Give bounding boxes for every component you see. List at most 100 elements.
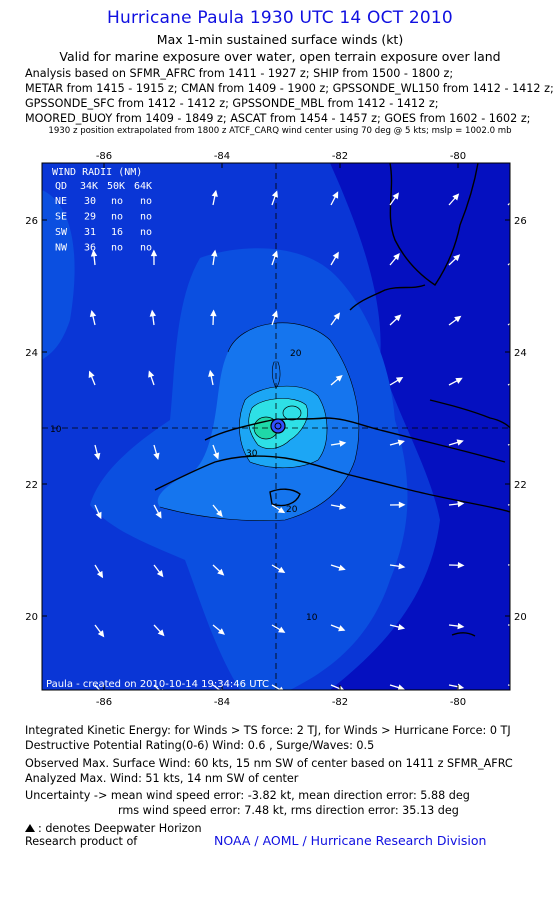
- wind-arrow-head-61: [161, 688, 164, 690]
- wind-radii-se-2: no: [111, 212, 123, 223]
- noaa-aoml-hrd-link: NOAA / AOML / Hurricane Research Divisio…: [214, 833, 487, 848]
- wind-field-map: 20 30 20 10 10 -86 -84 -82 -80 -86 -84 -…: [25, 151, 526, 708]
- wind-arrow-head-53: [157, 629, 165, 637]
- wind-arrow-head-33: [397, 439, 405, 446]
- wind-arrow-62: [212, 684, 221, 690]
- lon-tick-bottom-84: -84: [214, 697, 230, 708]
- wind-arrow-head-36: [95, 511, 102, 520]
- wind-arrow-head-10: [332, 251, 339, 259]
- axis-labels: -86 -84 -82 -80 -86 -84 -82 -80 26 24 22…: [25, 151, 526, 708]
- wind-radii-nw-1: 36: [84, 243, 96, 254]
- wind-arrow-head-50: [457, 562, 465, 569]
- lat-tick-right-24: 24: [514, 348, 527, 359]
- contour-label-30: 30: [246, 449, 258, 459]
- wind-arrow-head-25: [335, 374, 343, 382]
- wind-arrow-head-3: [392, 192, 399, 200]
- wind-radii-sw-1: 31: [84, 227, 96, 238]
- wind-arrow-head-60: [102, 689, 104, 690]
- wind-arrow-head-43: [517, 501, 522, 505]
- wind-radii-sw-2: 16: [111, 227, 123, 238]
- analysis-source-line-2: METAR from 1415 - 1915 z; CMAN from 1409…: [25, 82, 554, 95]
- cuba-north-coast: [204, 417, 506, 463]
- wind-arrow-head-40: [339, 503, 347, 510]
- calm-wind-region: [330, 163, 510, 690]
- wind-arrow-head-2: [332, 191, 339, 199]
- wind-arrow-head-13: [514, 256, 519, 261]
- wind-arrow-head-19: [394, 314, 402, 322]
- lat-tick-left-24: 24: [25, 348, 38, 359]
- lon-tick-bottom-82: -82: [332, 697, 348, 708]
- contour-40kt-ne-lobe: [282, 405, 302, 421]
- wind-arrow-head-56: [338, 625, 346, 632]
- wind-arrow-head-35: [516, 440, 521, 444]
- wind-arrow-head-21: [515, 317, 520, 321]
- lon-tick-bottom-86: -86: [96, 697, 112, 708]
- wind-arrow-head-9: [271, 250, 278, 258]
- wind-radii-se-0: SE: [55, 212, 67, 223]
- wind-arrow-head-45: [156, 570, 164, 578]
- wind-arrow-head-27: [455, 377, 463, 384]
- wind-arrow-head-8: [211, 249, 218, 257]
- wind-arrow-head-49: [398, 563, 406, 570]
- tick-marks: [42, 163, 510, 690]
- lon-tick-top-80: -80: [450, 151, 466, 162]
- wind-arrow-head-37: [155, 511, 162, 519]
- lat-tick-right-26: 26: [514, 216, 527, 227]
- wind-arrow-head-7: [150, 249, 158, 257]
- wind-arrow-head-18: [333, 312, 341, 320]
- lat-tick-left-22: 22: [25, 480, 38, 491]
- wind-arrow-head-5: [513, 195, 518, 200]
- wind-radii-ne-1: 30: [84, 196, 96, 207]
- storm-center-eye: [274, 422, 282, 430]
- cuba-south-coast: [154, 455, 510, 513]
- ike-line: Integrated Kinetic Energy: for Winds > T…: [25, 724, 511, 737]
- lat-tick-right-20: 20: [514, 612, 527, 623]
- wind-arrow-head-20: [454, 315, 462, 323]
- contour-lines: [159, 322, 360, 521]
- wind-arrow-head-22: [88, 370, 95, 378]
- wind-arrow-head-26: [395, 377, 404, 384]
- wind-arrow-head-1: [271, 190, 278, 198]
- florida-keys: [349, 284, 426, 311]
- wind-radii-table: WIND RADII (NM) QD 34K 50K 64K NE 30 no no S…: [52, 167, 152, 254]
- wind-arrow-head-16: [210, 309, 217, 317]
- wind-arrow-head-34: [456, 439, 464, 446]
- bahamas-outline: [429, 399, 510, 429]
- wind-arrow-head-11: [393, 253, 400, 261]
- wind-radii-col-qd: QD: [55, 181, 67, 192]
- wind-arrow-head-51: [517, 562, 522, 566]
- wind-arrow-head-6: [90, 249, 98, 257]
- wind-radii-se-3: no: [140, 212, 152, 223]
- wind-arrow-head-30: [153, 452, 160, 460]
- wind-radii-col-34k: 34K: [80, 181, 98, 192]
- wind-arrow-head-48: [338, 564, 346, 571]
- research-product-label: Research product of: [25, 835, 138, 848]
- lat-tick-right-22: 22: [514, 480, 527, 491]
- wind-arrow-head-31: [213, 452, 220, 460]
- wind-radii-col-64k: 64K: [134, 181, 152, 192]
- deepwater-label: : denotes Deepwater Horizon: [38, 822, 202, 835]
- lat-tick-left-26: 26: [25, 216, 38, 227]
- wind-arrow-head-4: [452, 193, 460, 201]
- lon-tick-bottom-80: -80: [450, 697, 466, 708]
- dpr-line: Destructive Potential Rating(0-6) Wind: …: [25, 739, 375, 752]
- wind-arrow-head-57: [397, 623, 406, 631]
- analysis-source-line-3: GPSSONDE_SFC from 1412 - 1412 z; GPSSOND…: [25, 97, 439, 110]
- wind-arrow-head-55: [278, 626, 286, 633]
- wind-arrow-head-38: [216, 509, 223, 518]
- wind-radii-col-50k: 50K: [107, 181, 125, 192]
- wind-arrow-head-44: [96, 570, 104, 579]
- wind-arrow-head-0: [211, 189, 218, 197]
- validity-note: Valid for marine exposure over water, op…: [59, 49, 501, 64]
- west-wind-lobe: [42, 190, 75, 360]
- lon-tick-top-82: -82: [332, 151, 348, 162]
- lon-tick-top-86: -86: [96, 151, 112, 162]
- wind-radii-ne-0: NE: [55, 196, 67, 207]
- contour-label-20-south: 20: [286, 505, 298, 515]
- wind-arrow-head-58: [457, 622, 465, 630]
- wind-arrow-head-65: [397, 684, 405, 690]
- wind-arrow-head-67: [517, 684, 522, 688]
- wind-arrow-head-24: [208, 369, 215, 377]
- wind-arrow-head-52: [97, 630, 105, 638]
- wind-arrow-60: [94, 684, 101, 690]
